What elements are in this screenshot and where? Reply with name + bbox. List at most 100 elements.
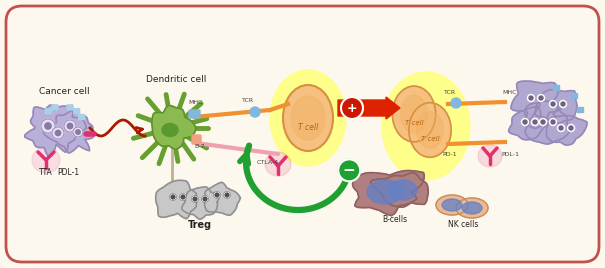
- Ellipse shape: [389, 180, 417, 200]
- Circle shape: [202, 196, 208, 202]
- FancyBboxPatch shape: [189, 110, 200, 118]
- Polygon shape: [204, 182, 240, 215]
- Ellipse shape: [32, 147, 60, 173]
- Ellipse shape: [417, 111, 443, 148]
- Circle shape: [540, 118, 546, 125]
- Text: B-cells: B-cells: [382, 215, 408, 224]
- FancyBboxPatch shape: [52, 105, 58, 110]
- Circle shape: [537, 95, 544, 102]
- Circle shape: [528, 95, 534, 102]
- Polygon shape: [535, 90, 577, 123]
- Circle shape: [560, 100, 566, 107]
- Ellipse shape: [265, 152, 291, 176]
- Circle shape: [55, 130, 61, 136]
- Ellipse shape: [436, 195, 468, 215]
- Circle shape: [451, 98, 461, 108]
- Text: MHC: MHC: [503, 90, 517, 95]
- Circle shape: [551, 102, 555, 106]
- Ellipse shape: [382, 72, 470, 180]
- Circle shape: [559, 126, 563, 130]
- Text: T cell: T cell: [420, 136, 439, 142]
- Text: Dendritic cell: Dendritic cell: [146, 75, 206, 84]
- Text: MHC: MHC: [189, 100, 203, 105]
- Text: NK cells: NK cells: [448, 220, 478, 229]
- FancyBboxPatch shape: [578, 107, 583, 113]
- Ellipse shape: [478, 145, 502, 167]
- Circle shape: [64, 120, 76, 132]
- Text: T cell: T cell: [405, 120, 423, 126]
- Ellipse shape: [283, 85, 333, 151]
- Polygon shape: [525, 101, 569, 144]
- Polygon shape: [546, 116, 587, 145]
- Circle shape: [52, 127, 64, 139]
- Circle shape: [532, 118, 538, 125]
- Polygon shape: [509, 107, 547, 140]
- Polygon shape: [43, 109, 93, 153]
- Text: −: −: [343, 163, 356, 178]
- Circle shape: [341, 97, 363, 119]
- Circle shape: [170, 194, 176, 200]
- Circle shape: [551, 120, 555, 124]
- Ellipse shape: [442, 199, 462, 211]
- Circle shape: [76, 130, 80, 134]
- Text: B-7: B-7: [195, 144, 205, 149]
- Polygon shape: [155, 180, 197, 219]
- Polygon shape: [25, 105, 87, 157]
- Ellipse shape: [393, 86, 436, 142]
- Circle shape: [522, 118, 529, 125]
- Circle shape: [529, 96, 533, 100]
- Circle shape: [224, 192, 230, 198]
- Ellipse shape: [409, 103, 451, 157]
- Ellipse shape: [291, 96, 325, 140]
- Ellipse shape: [367, 180, 403, 204]
- Ellipse shape: [456, 198, 488, 218]
- FancyBboxPatch shape: [554, 85, 560, 91]
- Circle shape: [567, 125, 575, 132]
- Circle shape: [192, 196, 198, 202]
- Circle shape: [523, 120, 527, 124]
- Text: Cancer cell: Cancer cell: [39, 87, 90, 96]
- Text: PD-1: PD-1: [443, 152, 457, 157]
- Ellipse shape: [462, 202, 482, 214]
- Text: T cell: T cell: [298, 124, 318, 132]
- Circle shape: [549, 118, 557, 125]
- FancyBboxPatch shape: [6, 6, 599, 262]
- Circle shape: [549, 100, 557, 107]
- FancyBboxPatch shape: [45, 109, 51, 114]
- Circle shape: [561, 102, 565, 106]
- FancyBboxPatch shape: [74, 109, 80, 114]
- Ellipse shape: [162, 124, 178, 136]
- Polygon shape: [353, 171, 424, 216]
- Circle shape: [569, 126, 573, 130]
- FancyBboxPatch shape: [79, 114, 85, 120]
- Circle shape: [214, 192, 220, 198]
- Circle shape: [338, 159, 360, 181]
- Text: Treg: Treg: [188, 220, 212, 230]
- Circle shape: [533, 120, 537, 124]
- Circle shape: [557, 125, 564, 132]
- Circle shape: [45, 123, 51, 129]
- Text: PDL-1: PDL-1: [501, 152, 519, 157]
- FancyBboxPatch shape: [67, 105, 73, 110]
- Circle shape: [539, 96, 543, 100]
- FancyBboxPatch shape: [192, 135, 201, 144]
- Circle shape: [250, 107, 260, 117]
- Polygon shape: [182, 187, 220, 219]
- Polygon shape: [511, 81, 561, 120]
- Circle shape: [67, 123, 73, 129]
- Text: TTA: TTA: [39, 168, 53, 177]
- Ellipse shape: [270, 70, 346, 166]
- Text: TCR: TCR: [242, 98, 254, 103]
- Circle shape: [541, 120, 545, 124]
- Circle shape: [73, 127, 83, 137]
- Ellipse shape: [401, 95, 428, 133]
- Polygon shape: [152, 106, 196, 149]
- Text: TCR: TCR: [444, 90, 456, 95]
- Text: +: +: [347, 102, 358, 114]
- Text: PDL-1: PDL-1: [57, 168, 79, 177]
- Circle shape: [180, 194, 186, 200]
- FancyArrow shape: [338, 97, 400, 119]
- Circle shape: [41, 119, 55, 133]
- Polygon shape: [525, 101, 557, 128]
- FancyBboxPatch shape: [572, 94, 578, 99]
